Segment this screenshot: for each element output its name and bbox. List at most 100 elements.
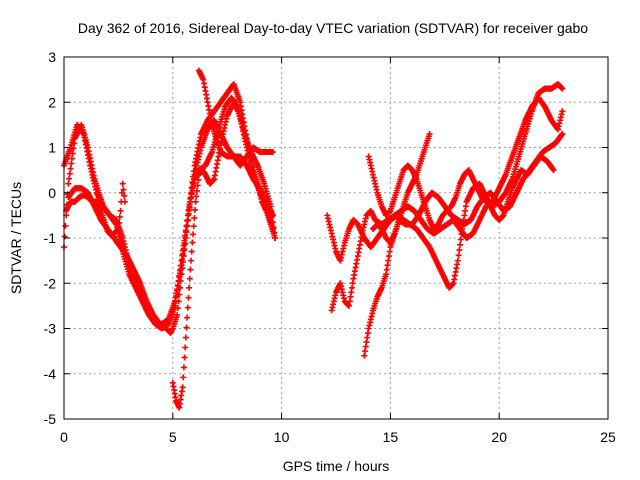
y-axis-label: SDTVAR / TECUs: [8, 182, 24, 294]
x-tick-label: 20: [491, 429, 507, 445]
y-tick-label: 0: [48, 185, 56, 201]
data-point: [192, 198, 199, 205]
data-point: [120, 186, 127, 193]
data-point: [66, 175, 73, 182]
data-point: [176, 291, 183, 298]
data-point: [66, 170, 73, 177]
data-point: [174, 305, 181, 312]
x-axis-label: GPS time / hours: [283, 458, 390, 474]
data-point: [190, 223, 197, 230]
data-point: [550, 167, 557, 174]
data-point: [454, 257, 461, 264]
data-point: [179, 265, 186, 272]
data-point: [457, 236, 464, 243]
data-point: [180, 374, 187, 381]
series-track-10: [365, 153, 557, 232]
data-point: [269, 212, 276, 219]
series-track-8: [328, 94, 566, 314]
y-tick-label: 3: [48, 49, 56, 65]
data-point: [559, 85, 566, 92]
series-track-6: [63, 180, 128, 239]
data-point: [184, 304, 191, 311]
data-point: [117, 207, 124, 214]
data-point: [177, 277, 184, 284]
data-point: [184, 222, 191, 229]
data-point: [456, 247, 463, 254]
data-point: [119, 180, 126, 187]
data-point: [179, 384, 186, 391]
data-point: [183, 228, 190, 235]
x-tick-label: 0: [60, 429, 68, 445]
data-point: [182, 241, 189, 248]
data-series: [61, 67, 566, 411]
data-point: [195, 177, 202, 184]
data-point: [194, 182, 201, 189]
data-point: [67, 165, 74, 172]
chart-title: Day 362 of 2016, Sidereal Day-to-day VTE…: [78, 20, 588, 36]
x-tick-label: 25: [600, 429, 616, 445]
x-tick-label: 5: [169, 429, 177, 445]
data-point: [272, 235, 279, 241]
data-point: [455, 252, 462, 259]
data-point: [121, 198, 128, 205]
data-point: [559, 108, 566, 115]
data-point: [121, 192, 128, 199]
series-track-1: [61, 117, 276, 332]
axis-ticks: 0 5 10 15 20 25 -5 -4 -3 -2 -1 0 1 2 3: [44, 49, 616, 445]
x-tick-label: 15: [383, 429, 399, 445]
data-point: [185, 216, 192, 223]
data-point: [189, 239, 196, 246]
data-point: [191, 215, 198, 222]
data-point: [182, 334, 189, 341]
data-point: [182, 235, 189, 241]
y-tick-label: -1: [44, 230, 57, 246]
y-tick-label: -4: [44, 366, 57, 382]
data-point: [175, 298, 182, 305]
data-point: [457, 241, 464, 248]
data-point: [178, 271, 185, 278]
data-point: [65, 180, 72, 187]
data-point: [190, 231, 197, 238]
data-point: [191, 206, 198, 213]
y-tick-label: -3: [44, 321, 57, 337]
data-point: [119, 189, 126, 196]
data-point: [187, 266, 194, 273]
data-point: [183, 324, 190, 331]
data-point: [180, 364, 187, 371]
data-point: [181, 354, 188, 361]
series-track-11: [369, 130, 433, 246]
data-point: [186, 284, 193, 291]
data-point: [193, 193, 200, 200]
x-tick-label: 10: [274, 429, 290, 445]
data-point: [182, 344, 189, 351]
data-point: [68, 155, 75, 162]
data-point: [188, 257, 195, 264]
data-point: [61, 233, 68, 240]
y-tick-label: -5: [44, 411, 57, 427]
data-point: [559, 130, 566, 137]
data-point: [269, 149, 276, 156]
series-track-3: [65, 94, 279, 337]
data-point: [180, 253, 187, 260]
y-tick-label: 1: [48, 140, 56, 156]
data-point: [185, 294, 192, 301]
data-point: [174, 311, 181, 318]
data-point: [181, 247, 188, 254]
data-point: [184, 314, 191, 321]
data-point: [68, 160, 75, 167]
data-point: [188, 248, 195, 255]
data-point: [179, 259, 186, 266]
series-track-5: [195, 67, 276, 219]
data-point: [116, 213, 123, 220]
data-point: [70, 145, 77, 152]
data-point: [115, 225, 122, 232]
data-point: [177, 284, 184, 291]
data-point: [62, 222, 69, 229]
data-point: [185, 210, 192, 217]
data-point: [116, 219, 123, 226]
gridlines: [64, 57, 608, 419]
y-tick-label: -2: [44, 275, 57, 291]
data-point: [193, 187, 200, 194]
data-point: [186, 204, 193, 211]
